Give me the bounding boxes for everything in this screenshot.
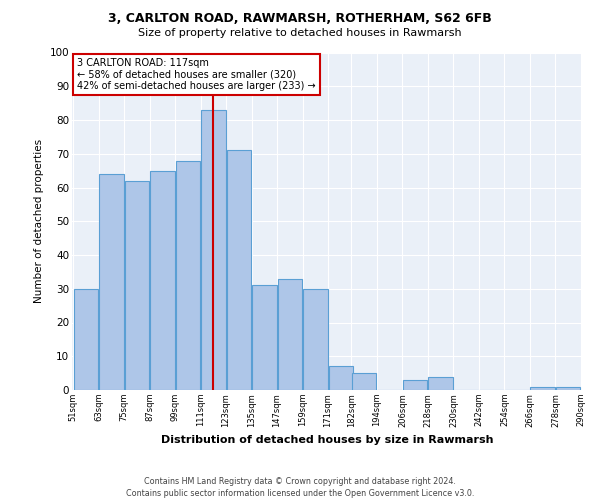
Bar [150,170,175,390]
Text: 3, CARLTON ROAD, RAWMARSH, ROTHERHAM, S62 6FB: 3, CARLTON ROAD, RAWMARSH, ROTHERHAM, S6… [108,12,492,26]
Bar [252,286,277,390]
Text: Size of property relative to detached houses in Rawmarsh: Size of property relative to detached ho… [138,28,462,38]
Bar [74,289,98,390]
Text: 3 CARLTON ROAD: 117sqm
← 58% of detached houses are smaller (320)
42% of semi-de: 3 CARLTON ROAD: 117sqm ← 58% of detached… [77,58,316,91]
Bar [530,386,555,390]
Bar [99,174,124,390]
Bar [303,289,328,390]
Bar [428,376,453,390]
Bar [176,160,200,390]
Text: Contains HM Land Registry data © Crown copyright and database right 2024.
Contai: Contains HM Land Registry data © Crown c… [126,476,474,498]
Bar [403,380,427,390]
Bar [278,278,302,390]
Y-axis label: Number of detached properties: Number of detached properties [34,139,44,304]
Bar [352,373,376,390]
X-axis label: Distribution of detached houses by size in Rawmarsh: Distribution of detached houses by size … [161,435,493,445]
Bar [227,150,251,390]
Bar [556,386,580,390]
Bar [125,180,149,390]
Bar [201,110,226,390]
Bar [329,366,353,390]
